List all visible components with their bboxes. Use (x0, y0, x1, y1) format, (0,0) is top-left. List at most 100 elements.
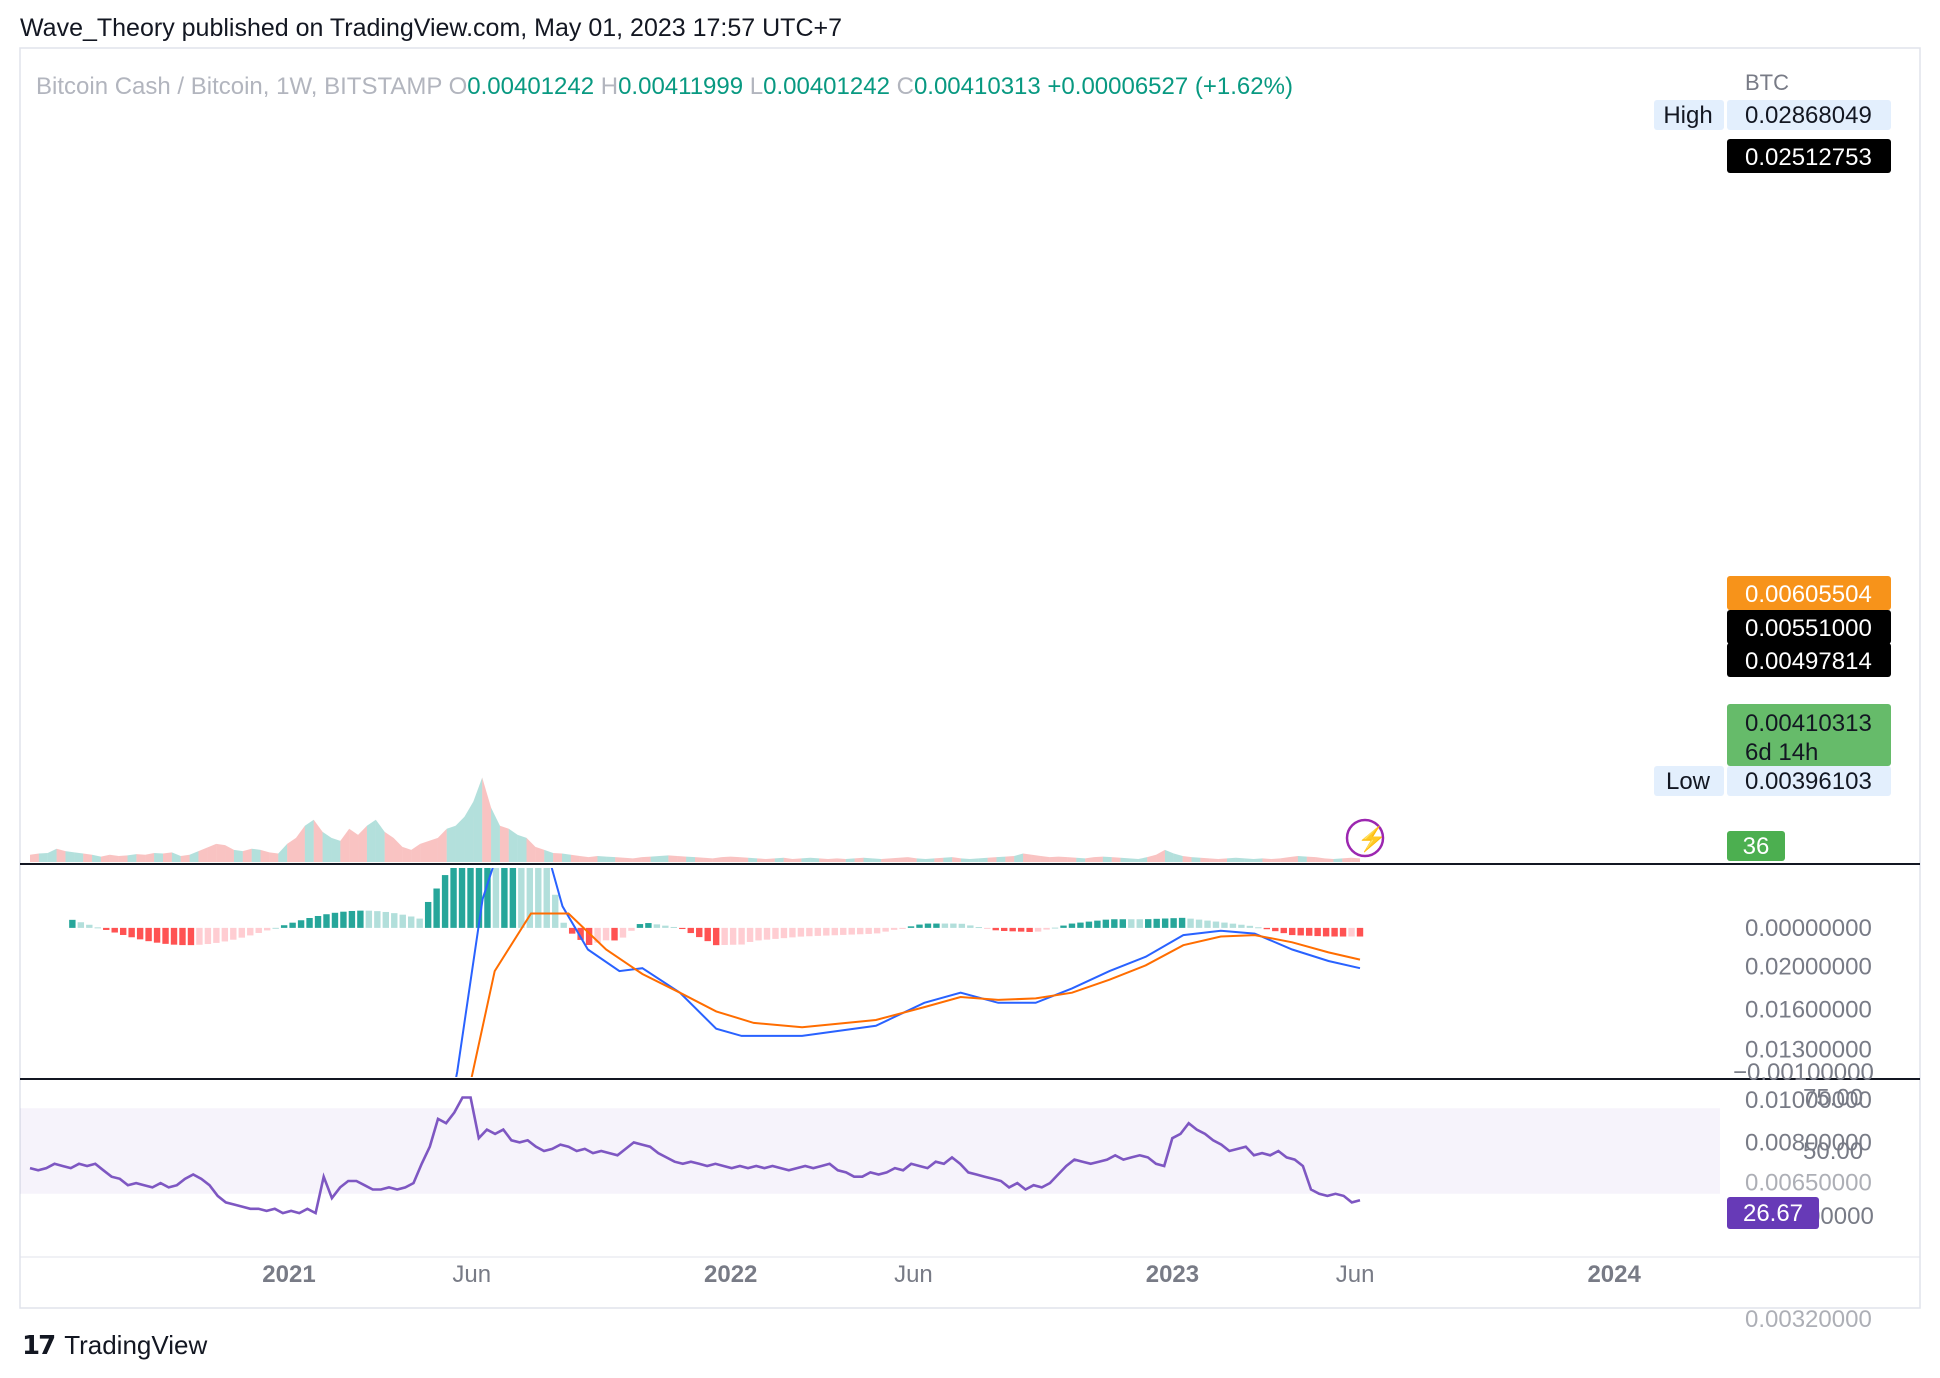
candle (1162, 1201, 1169, 1215)
candle (145, 962, 152, 975)
macd-histogram-bar (136, 927, 144, 940)
volume-area-segment (1111, 857, 1121, 862)
ma-badge[interactable]: 0.00605504 (1727, 576, 1891, 610)
volume-area-segment (74, 852, 84, 862)
macd-histogram-bar (1034, 927, 1042, 932)
candle (688, 1062, 695, 1085)
candle (586, 1019, 593, 1035)
candle (1026, 1201, 1033, 1222)
candle-body (179, 959, 186, 966)
candle-body (688, 1068, 695, 1080)
candle (1094, 1192, 1101, 1208)
candle-body (577, 1024, 584, 1029)
volume-area-segment (499, 825, 509, 862)
candle (383, 1081, 390, 1103)
volume-pane: ⚡ (30, 777, 1387, 862)
macd-histogram-bar (755, 927, 762, 941)
volume-area-segment (562, 853, 571, 862)
candle-body (535, 989, 542, 1004)
low-badge-bg (1727, 766, 1891, 796)
candle-body (484, 931, 491, 1011)
volume-area-segment (1342, 857, 1352, 862)
candle-body (162, 961, 169, 969)
candle-body (171, 961, 178, 966)
macd-histogram-bar (1322, 927, 1330, 937)
time-tick-label: Jun (894, 1261, 933, 1288)
macd-histogram-bar (128, 927, 135, 938)
macd-histogram-bar (1119, 919, 1127, 928)
volume-area-segment (739, 857, 749, 862)
macd-histogram-bar (865, 927, 872, 934)
volume-area-segment (925, 858, 935, 862)
time-tick-label: 2023 (1146, 1261, 1199, 1288)
price-badge-black[interactable]: 0.02512753 (1727, 139, 1891, 173)
volume-area-segment (455, 816, 465, 862)
level-badge-bg (1727, 610, 1891, 644)
candle (1306, 1233, 1313, 1258)
rsi-badge-bg (1727, 1197, 1819, 1229)
candle-body (1086, 1198, 1093, 1205)
candle (188, 951, 195, 972)
outer-frame (19, 47, 1921, 1309)
candle-body (213, 1005, 220, 1025)
volume-area-segment (544, 849, 554, 862)
macd-histogram-bar (1111, 919, 1118, 928)
volume-area-segment (1271, 858, 1281, 862)
volume-area-segment (650, 855, 660, 862)
candle (476, 998, 483, 1016)
macd-histogram-bar (196, 927, 203, 945)
macd-histogram-bar (602, 927, 610, 941)
legend-part: L (750, 73, 763, 100)
volume-area-segment (1351, 857, 1360, 862)
candle (323, 1011, 330, 1068)
candle-body (188, 959, 195, 968)
candle (61, 919, 67, 935)
macd-histogram-bar (1263, 927, 1271, 930)
candle-body (281, 1057, 288, 1073)
level-badge[interactable]: 0.00551000 (1727, 610, 1891, 644)
level-badge-text: 0.00551000 (1745, 615, 1872, 642)
price-tick-label: 0.01600000 (1745, 996, 1872, 1023)
volume-area-segment (668, 855, 678, 862)
candle (171, 953, 178, 970)
side-tag: Low (1666, 768, 1711, 795)
macd-histogram-bar (1238, 924, 1245, 928)
candle (721, 1092, 728, 1107)
volume-area-segment (952, 857, 961, 862)
candle-body (552, 1007, 559, 1012)
volume-area-segment (1076, 857, 1086, 862)
macd-histogram-bar (1289, 927, 1296, 936)
volume-area-segment (464, 801, 474, 862)
macd-histogram-bar (238, 927, 245, 938)
candle (560, 1009, 567, 1036)
macd-histogram-bar (1229, 923, 1237, 928)
macd-histogram-bar (577, 927, 584, 940)
tradingview-logo[interactable]: 17 TradingView (22, 1330, 207, 1361)
candle-body (603, 1035, 610, 1042)
candle (1272, 1201, 1279, 1215)
candle-body (442, 1052, 449, 1081)
macd-histogram-bar (1297, 927, 1304, 936)
volume-area-segment (570, 854, 580, 862)
candle-body (247, 1028, 254, 1032)
macd-histogram-bar (179, 927, 186, 946)
candle (255, 1024, 262, 1042)
volume-area-segment (1164, 849, 1174, 862)
macd-histogram-bar (1255, 927, 1262, 929)
macd-histogram-bar (111, 927, 118, 933)
volume-area-segment (526, 837, 536, 862)
macd-histogram-bar (1085, 921, 1093, 928)
macd-histogram-bar (975, 927, 982, 929)
level-badge[interactable]: 0.00497814 (1727, 643, 1891, 677)
volume-area-segment (730, 856, 740, 862)
candle-body (332, 1062, 339, 1073)
volume-area-segment (154, 852, 163, 862)
candle-body (1094, 1198, 1101, 1201)
macd-histogram-bar (687, 927, 694, 934)
candle (1111, 1201, 1118, 1215)
lightning-icon[interactable]: ⚡ (1345, 818, 1387, 858)
candle (1170, 1205, 1177, 1219)
volume-area-segment (783, 857, 793, 862)
